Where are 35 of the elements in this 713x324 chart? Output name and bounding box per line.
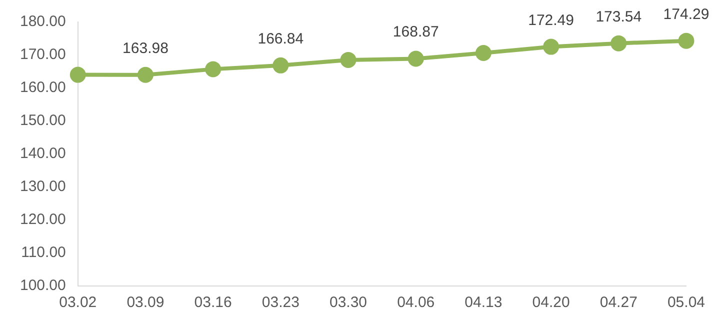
text: 160.00 <box>20 79 66 96</box>
x-tick-label: 03.09 <box>126 294 164 312</box>
data-label: 172.49 <box>528 12 574 29</box>
point <box>475 45 492 62</box>
x-tick-label: 04.20 <box>532 294 570 312</box>
point <box>205 61 222 78</box>
text: 180.00 <box>20 13 66 30</box>
point <box>678 32 694 49</box>
point <box>137 66 154 83</box>
point <box>70 66 86 83</box>
data-label: 174.29 <box>663 6 710 23</box>
x-tick-label: 05.04 <box>667 294 706 312</box>
point <box>543 38 560 55</box>
x-tick-label: 03.23 <box>262 294 300 312</box>
point <box>408 50 424 67</box>
x-tick-label: 04.13 <box>464 294 502 312</box>
data-label: 166.84 <box>258 30 304 48</box>
text: 110.00 <box>21 244 66 262</box>
text: 120.00 <box>20 211 66 228</box>
x-tick-label: 04.27 <box>600 294 638 312</box>
x-tick-label: 03.16 <box>194 294 232 312</box>
text: 170.00 <box>20 46 66 64</box>
data-label: 173.54 <box>596 8 642 26</box>
data-label: 168.87 <box>392 24 439 41</box>
point <box>340 52 356 68</box>
text: 150.00 <box>20 112 66 130</box>
point <box>272 57 289 74</box>
text: 140.00 <box>20 145 66 162</box>
x-tick-label: 04.06 <box>397 294 435 312</box>
text: 130.00 <box>20 178 66 196</box>
x-tick-label: 03.02 <box>59 294 97 312</box>
data-label: 163.98 <box>122 40 168 57</box>
text: 100.00 <box>20 277 66 294</box>
x-tick-label: 03.30 <box>329 294 368 312</box>
point <box>610 35 627 52</box>
